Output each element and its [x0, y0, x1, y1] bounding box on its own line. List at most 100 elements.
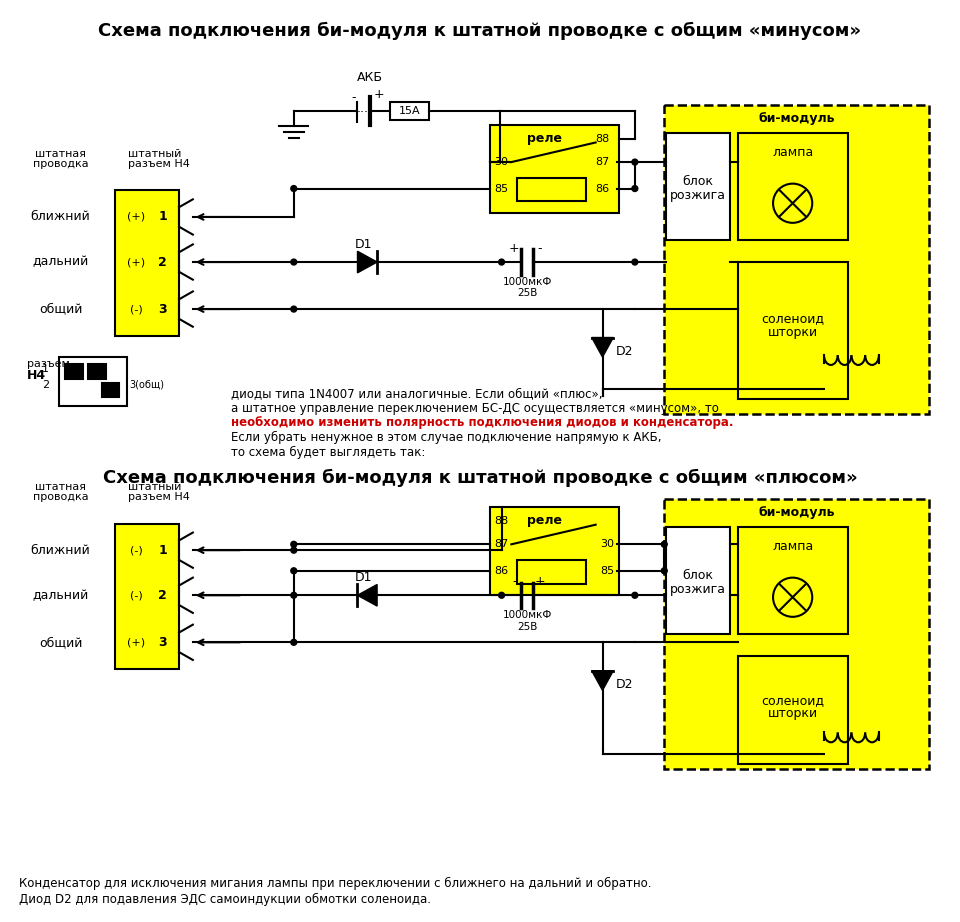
- Text: лампа: лампа: [772, 146, 813, 159]
- Text: 3: 3: [158, 302, 167, 315]
- Polygon shape: [591, 670, 613, 691]
- Bar: [490, 124, 619, 213]
- Text: (-): (-): [130, 545, 142, 555]
- Text: соленоид: соленоид: [761, 693, 824, 706]
- Text: реле: реле: [527, 132, 562, 145]
- Circle shape: [632, 592, 637, 598]
- Text: D2: D2: [616, 345, 634, 358]
- Text: 25В: 25В: [516, 621, 538, 632]
- Text: проводка: проводка: [33, 159, 88, 169]
- Circle shape: [661, 541, 667, 548]
- Bar: [490, 507, 619, 596]
- Text: то схема будет выглядеть так:: то схема будет выглядеть так:: [231, 445, 425, 459]
- Text: 2: 2: [158, 589, 167, 602]
- Text: +: +: [373, 88, 384, 100]
- Text: розжига: розжига: [669, 189, 726, 202]
- Circle shape: [291, 639, 297, 645]
- Text: общий: общий: [38, 636, 83, 649]
- Text: -: -: [512, 575, 516, 588]
- Text: штатный: штатный: [128, 149, 181, 160]
- Text: диоды типа 1N4007 или аналогичные. Если общий «плюс»,: диоды типа 1N4007 или аналогичные. Если …: [231, 387, 603, 400]
- Circle shape: [291, 185, 297, 192]
- Text: 85: 85: [600, 566, 614, 575]
- Polygon shape: [357, 252, 377, 273]
- Text: ближний: ближний: [31, 544, 90, 557]
- Circle shape: [632, 185, 637, 192]
- Circle shape: [661, 568, 667, 573]
- Circle shape: [773, 183, 812, 223]
- Bar: [738, 526, 848, 634]
- Text: ближний: ближний: [31, 210, 90, 223]
- Text: штатная: штатная: [35, 482, 86, 492]
- Text: 1: 1: [42, 364, 49, 374]
- Text: соленоид: соленоид: [761, 313, 824, 325]
- Text: АКБ: АКБ: [357, 71, 383, 84]
- Text: 3: 3: [158, 636, 167, 649]
- Text: 15А: 15А: [398, 106, 420, 116]
- Bar: [115, 191, 180, 336]
- Text: 1: 1: [158, 210, 167, 223]
- Circle shape: [498, 592, 505, 598]
- Circle shape: [632, 259, 637, 265]
- Text: 25В: 25В: [516, 289, 538, 299]
- Text: дальний: дальний: [33, 255, 88, 268]
- Text: 30: 30: [494, 157, 509, 167]
- Bar: [517, 178, 586, 201]
- Circle shape: [498, 259, 505, 265]
- Text: 86: 86: [494, 566, 509, 575]
- Bar: [738, 262, 848, 399]
- Bar: [390, 102, 429, 120]
- Text: 88: 88: [494, 515, 509, 526]
- Text: шторки: шторки: [768, 326, 818, 339]
- Text: общий: общий: [38, 302, 83, 315]
- Circle shape: [291, 306, 297, 312]
- Text: +: +: [509, 242, 519, 254]
- Text: дальний: дальний: [33, 589, 88, 602]
- Bar: [517, 560, 586, 584]
- Text: блок: блок: [682, 175, 713, 188]
- Text: проводка: проводка: [33, 492, 88, 502]
- Text: а штатное управление переключением БС-ДС осуществляется «минусом», то: а штатное управление переключением БС-ДС…: [231, 402, 719, 415]
- Circle shape: [291, 592, 297, 598]
- Bar: [738, 133, 848, 241]
- Text: 3(общ): 3(общ): [130, 380, 164, 390]
- Text: Если убрать ненужное в этом случае подключение напрямую к АКБ,: Если убрать ненужное в этом случае подкл…: [231, 431, 661, 444]
- Text: 1000мкФ: 1000мкФ: [502, 277, 552, 287]
- Circle shape: [291, 548, 297, 553]
- Bar: [115, 524, 180, 668]
- Circle shape: [632, 160, 637, 165]
- Text: разъем Н4: разъем Н4: [128, 492, 189, 502]
- Text: D1: D1: [354, 571, 372, 585]
- Text: би-модуль: би-модуль: [758, 506, 835, 519]
- Text: (-): (-): [130, 304, 142, 314]
- Bar: [65, 364, 84, 379]
- Text: разъем: разъем: [27, 359, 70, 369]
- Text: D2: D2: [616, 678, 634, 691]
- Text: 1: 1: [158, 544, 167, 557]
- Text: +: +: [535, 575, 545, 588]
- Text: Диод D2 для подавления ЭДС самоиндукции обмотки соленоида.: Диод D2 для подавления ЭДС самоиндукции …: [19, 892, 431, 905]
- Text: 88: 88: [595, 134, 610, 144]
- Text: шторки: шторки: [768, 707, 818, 720]
- Text: D1: D1: [354, 238, 372, 251]
- Text: 2: 2: [158, 255, 167, 268]
- Text: 87: 87: [595, 157, 610, 167]
- Text: ···: ···: [356, 106, 369, 119]
- Circle shape: [291, 259, 297, 265]
- Bar: [666, 526, 730, 634]
- Text: -: -: [351, 91, 356, 104]
- Text: Н4: Н4: [27, 369, 46, 383]
- Text: 85: 85: [494, 183, 509, 194]
- Bar: [88, 364, 106, 379]
- Text: 2: 2: [41, 380, 49, 390]
- Text: Схема подключения би-модуля к штатной проводке с общим «плюсом»: Схема подключения би-модуля к штатной пр…: [103, 468, 857, 487]
- Text: (+): (+): [127, 637, 145, 647]
- Text: -: -: [538, 242, 542, 254]
- Text: (-): (-): [130, 590, 142, 600]
- Bar: [664, 499, 929, 769]
- Bar: [738, 656, 848, 763]
- Bar: [664, 105, 929, 414]
- Text: лампа: лампа: [772, 539, 813, 553]
- Text: би-модуль: би-модуль: [758, 112, 835, 125]
- Circle shape: [773, 577, 812, 617]
